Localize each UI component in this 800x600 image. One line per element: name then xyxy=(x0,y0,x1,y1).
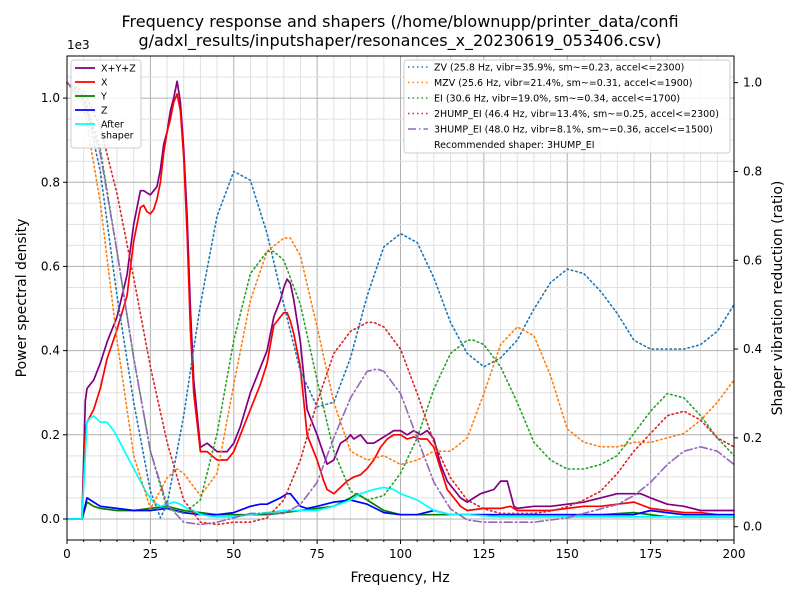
x-axis-label: Frequency, Hz xyxy=(350,570,449,586)
shaper-line-3 xyxy=(66,81,735,526)
y2-axis-label: Shaper vibration reduction (ratio) xyxy=(770,181,786,416)
y-tick-label: 0.0 xyxy=(41,512,60,526)
legend-psd-label-line: Y xyxy=(100,92,107,103)
legend-psd-label: After shaper xyxy=(101,120,134,142)
legend-psd-label: X+Y+Z xyxy=(101,64,136,75)
y-exponent-label: 1e3 xyxy=(67,38,90,52)
legend-psd-label: Y xyxy=(100,92,107,103)
y-tick-label: 0.8 xyxy=(41,175,60,189)
x-tick-label: 125 xyxy=(472,547,495,561)
legend-psd-label-line: shaper xyxy=(101,131,134,142)
x-tick-label: 50 xyxy=(226,547,241,561)
shaper-lines xyxy=(66,81,735,526)
legend-psd-label-line: X xyxy=(101,78,108,89)
psd-line-3 xyxy=(66,492,735,520)
y-tick-label: 0.4 xyxy=(41,344,60,358)
legend-psd-label-line: Z xyxy=(101,106,108,117)
x-tick-label: 175 xyxy=(639,547,662,561)
legend-shapers: ZV (25.8 Hz, vibr=35.9%, sm~=0.23, accel… xyxy=(403,59,731,154)
legend-psd-label-line: After xyxy=(101,120,124,131)
y-tick-label: 0.2 xyxy=(41,428,60,442)
legend-shapers-box xyxy=(403,59,731,154)
x-tick-label: 100 xyxy=(389,547,412,561)
psd-line-1 xyxy=(66,93,735,520)
y2-tick-label: 0.4 xyxy=(743,342,762,356)
x-tick-label: 25 xyxy=(143,547,158,561)
chart-title-line2: g/adxl_results/inputshaper/resonances_x_… xyxy=(139,31,662,51)
legend-shaper-label: 2HUMP_EI (46.4 Hz, vibr=13.4%, sm~=0.25,… xyxy=(434,109,719,120)
shaper-line-2 xyxy=(66,81,735,515)
x-axis-ticks: 0 25 50 75 100 125 150 175 200 xyxy=(63,540,745,561)
legend-psd-label: Z xyxy=(101,106,108,117)
legend-psd-label: X xyxy=(101,78,108,89)
legend-psd: X+Y+Z XYZ After shaper xyxy=(70,59,142,149)
legend-shaper-label: EI (30.6 Hz, vibr=19.0%, sm~=0.34, accel… xyxy=(434,94,680,105)
legend-shaper-label: MZV (25.6 Hz, vibr=21.4%, sm~=0.31, acce… xyxy=(434,78,693,89)
x-tick-label: 75 xyxy=(309,547,324,561)
y2-tick-label: 0.6 xyxy=(743,253,762,267)
y-tick-label: 1.0 xyxy=(41,91,60,105)
y-axis-label: Power spectral density xyxy=(14,219,30,378)
x-tick-label: 150 xyxy=(556,547,579,561)
y2-tick-label: 1.0 xyxy=(743,76,762,90)
x-tick-label: 0 xyxy=(63,547,71,561)
legend-shaper-label: ZV (25.8 Hz, vibr=35.9%, sm~=0.23, accel… xyxy=(434,63,684,74)
chart-title-line1: Frequency response and shapers (/home/bl… xyxy=(121,12,678,32)
y2-tick-label: 0.8 xyxy=(743,164,762,178)
legend-shaper-label: 3HUMP_EI (48.0 Hz, vibr=8.1%, sm~=0.36, … xyxy=(434,125,713,136)
shaper-line-1 xyxy=(66,81,735,510)
recommended-shaper-text: Recommended shaper: 3HUMP_EI xyxy=(434,140,595,151)
legend-psd-label-line: X+Y+Z xyxy=(101,64,136,75)
y2-tick-label: 0.0 xyxy=(743,520,762,534)
y-axis-ticks: 0.0 0.2 0.4 0.6 0.8 1.0 xyxy=(41,91,67,526)
y2-axis-ticks: 0.0 0.2 0.4 0.6 0.8 1.0 xyxy=(734,76,762,534)
y2-tick-label: 0.2 xyxy=(743,431,762,445)
y-tick-label: 0.6 xyxy=(41,259,60,273)
x-tick-label: 200 xyxy=(723,547,746,561)
psd-line-0 xyxy=(66,80,735,520)
shaper-line-4 xyxy=(66,81,735,526)
